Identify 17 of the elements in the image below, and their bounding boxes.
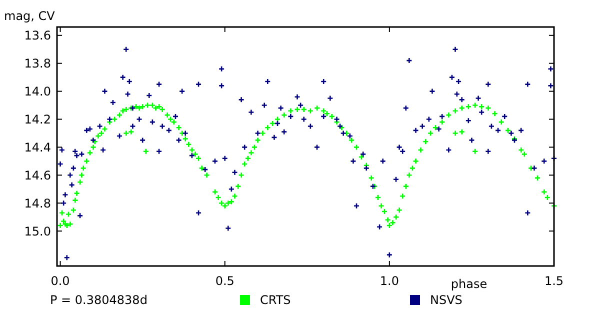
- y-tick-label: 13.8: [24, 56, 51, 71]
- y-tick-label: 14.2: [24, 112, 51, 126]
- y-tick-label: 14.0: [24, 84, 51, 98]
- y-tick-label: 14.8: [24, 196, 51, 210]
- x-axis-title: phase: [450, 277, 488, 291]
- text: P = 0.3804838d: [50, 293, 148, 308]
- y-tick-label: 13.6: [24, 28, 51, 43]
- y-tick-label: 14.6: [24, 168, 51, 182]
- x-tick-label: 0.5: [215, 274, 234, 288]
- x-tick-label: 1.5: [544, 274, 564, 288]
- x-tick-label: 0.0: [50, 274, 70, 288]
- y-tick-label: 15.0: [24, 224, 51, 238]
- y-axis-title: mag, CV: [4, 9, 56, 23]
- legend-label: CRTS: [260, 293, 291, 308]
- x-tick-label: 1.0: [380, 274, 399, 288]
- y-tick-label: 14.4: [24, 140, 51, 154]
- legend-label: NSVS: [430, 293, 462, 308]
